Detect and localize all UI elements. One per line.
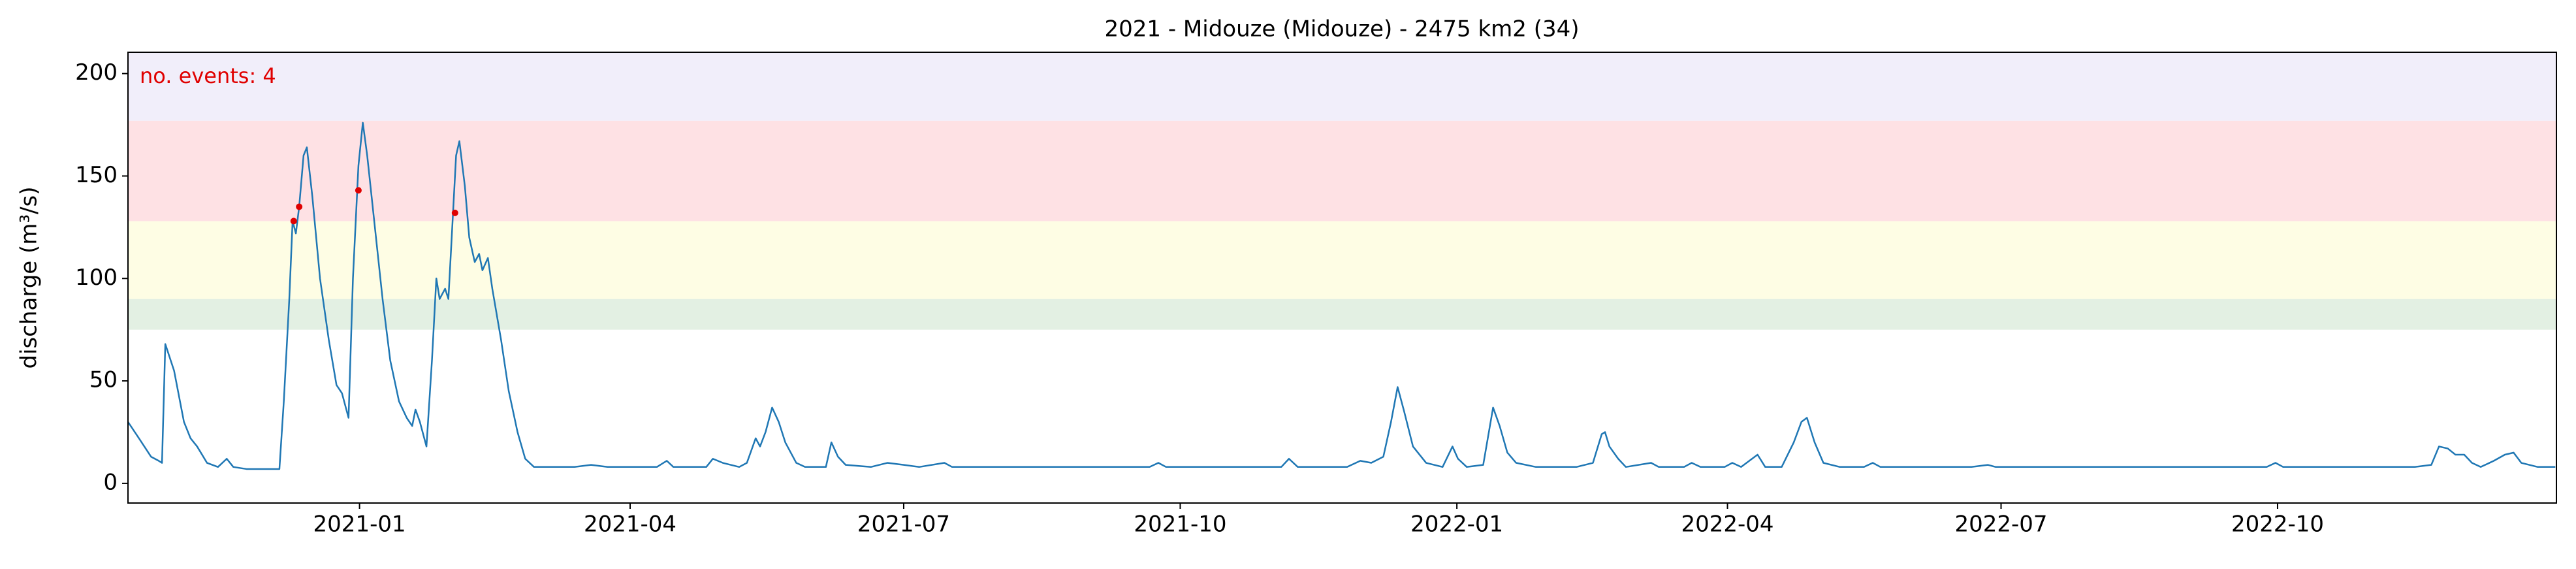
y-tick-label: 50 [89,367,118,393]
threshold-band [128,120,2556,221]
event-point [290,218,297,225]
threshold-band [128,299,2556,330]
discharge-line [128,122,2556,470]
x-tick-label: 2021-01 [313,512,406,538]
event-point [451,209,458,216]
x-tick-label: 2021-10 [1134,512,1226,538]
chart-title: 2021 - Midouze (Midouze) - 2475 km2 (34) [1105,16,1580,42]
y-axis-label: discharge (m³/s) [16,187,42,369]
x-tick-label: 2022-04 [1681,512,1774,538]
event-point [296,203,303,210]
x-tick-label: 2021-07 [857,512,950,538]
y-tick-label: 150 [75,162,118,188]
y-tick-label: 100 [75,265,118,291]
plot-frame [127,52,2557,504]
threshold-band [128,52,2556,121]
annotation: no. events: 4 [140,63,276,88]
x-tick-label: 2022-10 [2231,512,2324,538]
event-point [355,187,362,194]
threshold-band [128,221,2556,299]
y-tick-label: 0 [103,469,118,495]
x-tick-label: 2022-07 [1954,512,2047,538]
plot-area [128,52,2556,470]
x-tick-label: 2022-01 [1410,512,1503,538]
x-tick-label: 2021-04 [584,512,676,538]
y-tick-label: 200 [75,59,118,86]
